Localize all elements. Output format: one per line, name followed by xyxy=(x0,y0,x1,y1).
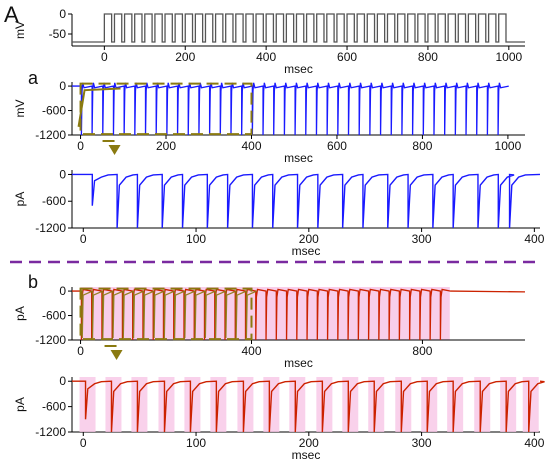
y-tick-label: -1200 xyxy=(35,128,66,142)
a-overlay-trace xyxy=(77,87,121,128)
b-pink-background xyxy=(80,287,450,340)
y-tick-label: -1200 xyxy=(35,221,66,235)
panel-label-b: b xyxy=(28,272,38,292)
a-arrow-head-icon xyxy=(108,145,121,155)
x-tick-label: 600 xyxy=(337,50,357,64)
b-current-trace xyxy=(72,288,526,341)
panel-label-a: a xyxy=(28,68,39,88)
x-tick-label: 1000 xyxy=(495,139,522,153)
x-tick-label: 400 xyxy=(241,139,261,153)
x-tick-label: 200 xyxy=(299,232,319,246)
a-zoom-box xyxy=(79,82,253,136)
y-tick-label: -600 xyxy=(42,104,66,118)
x-tick-label: 100 xyxy=(186,436,206,450)
x-tick-label: 200 xyxy=(156,139,176,153)
x-axis-label: msec xyxy=(292,448,321,462)
y-axis-label: pA xyxy=(13,397,27,412)
x-tick-label: 1000 xyxy=(495,50,522,64)
a-current-trace xyxy=(72,173,541,229)
b-zoom-box xyxy=(79,287,253,341)
x-tick-label: 600 xyxy=(327,139,347,153)
y-axis-label: pA xyxy=(13,192,27,207)
y-tick-label: 0 xyxy=(59,79,66,93)
y-tick-label: -1200 xyxy=(35,425,66,439)
y-tick-label: -50 xyxy=(49,27,67,41)
x-tick-label: 100 xyxy=(186,232,206,246)
x-tick-label: 0 xyxy=(77,139,84,153)
y-tick-label: 0 xyxy=(59,7,66,21)
x-tick-label: 400 xyxy=(524,436,544,450)
y-tick-label: -600 xyxy=(42,400,66,414)
x-tick-label: 300 xyxy=(412,232,432,246)
y-tick-label: 0 xyxy=(59,167,66,181)
y-axis-label: pA xyxy=(13,306,27,321)
protocol-trace xyxy=(72,13,525,43)
x-tick-label: 400 xyxy=(256,50,276,64)
x-axis-label: msec xyxy=(284,356,313,370)
x-tick-label: 0 xyxy=(77,344,84,358)
x-tick-label: 800 xyxy=(412,139,432,153)
b-current-chart: 0 -600 -1200 0 400 800 msec pA xyxy=(13,284,526,370)
panel-label-A: A xyxy=(4,2,19,27)
y-tick-label: -600 xyxy=(42,309,66,323)
b-arrow-head-icon xyxy=(110,350,123,360)
x-tick-label: 300 xyxy=(412,436,432,450)
b-zoom-trace xyxy=(72,380,545,433)
a-voltage-chart: 0 -600 -1200 0 200 400 600 800 1000 msec mV xyxy=(13,79,525,165)
x-tick-label: 200 xyxy=(299,436,319,450)
y-axis-label: mV xyxy=(13,21,27,39)
x-tick-label: 800 xyxy=(412,344,432,358)
x-axis-label: msec xyxy=(284,62,313,76)
x-tick-label: 400 xyxy=(241,344,261,358)
x-tick-label: 0 xyxy=(80,232,87,246)
b-zoom-chart: 0 -600 -1200 0 100 200 300 400 msec pA xyxy=(13,374,545,462)
x-axis-label: msec xyxy=(292,244,321,258)
pink-band xyxy=(79,377,96,432)
y-axis-label: mV xyxy=(13,100,27,118)
y-tick-label: 0 xyxy=(59,284,66,298)
protocol-chart: 0 -50 0 200 400 600 800 1000 msec mV xyxy=(13,7,525,76)
x-tick-label: 0 xyxy=(80,436,87,450)
x-tick-label: 400 xyxy=(524,232,544,246)
x-axis-label: msec xyxy=(284,151,313,165)
a-voltage-trace xyxy=(72,82,509,136)
y-tick-label: -600 xyxy=(42,194,66,208)
x-tick-label: 800 xyxy=(418,50,438,64)
y-tick-label: 0 xyxy=(59,374,66,388)
a-current-chart: 0 -600 -1200 0 100 200 300 400 msec pA xyxy=(13,167,545,258)
y-tick-label: -1200 xyxy=(35,333,66,347)
x-tick-label: 200 xyxy=(175,50,195,64)
x-tick-label: 0 xyxy=(101,50,108,64)
